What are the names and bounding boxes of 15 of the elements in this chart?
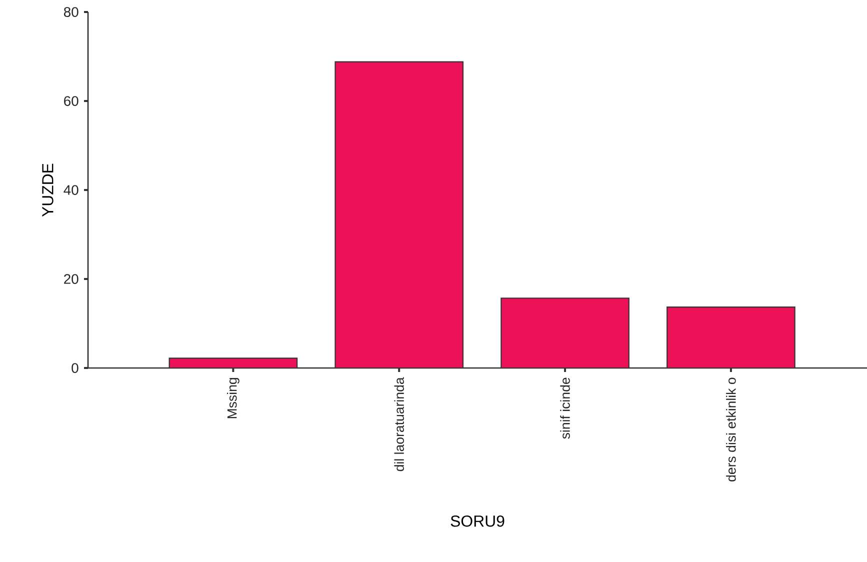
x-tick-label: sinif icinde: [560, 378, 570, 439]
y-tick-label: 60: [64, 96, 78, 106]
bar: [334, 61, 464, 368]
y-axis-title: YUZDE: [42, 164, 54, 217]
x-tick-label: ders disi etkinlik o: [726, 378, 736, 482]
y-tick-label: 0: [72, 363, 78, 373]
y-tick-label: 40: [64, 185, 78, 195]
bar: [666, 306, 796, 368]
x-tick-label: dil laoratuarinda: [394, 377, 404, 472]
x-tick-label: Mssing: [227, 378, 240, 418]
y-tick-label: 80: [64, 7, 78, 17]
bar: [500, 298, 630, 368]
x-axis-title: SORU9: [450, 515, 504, 527]
bar: [169, 358, 298, 368]
y-tick-label: 20: [64, 274, 78, 284]
